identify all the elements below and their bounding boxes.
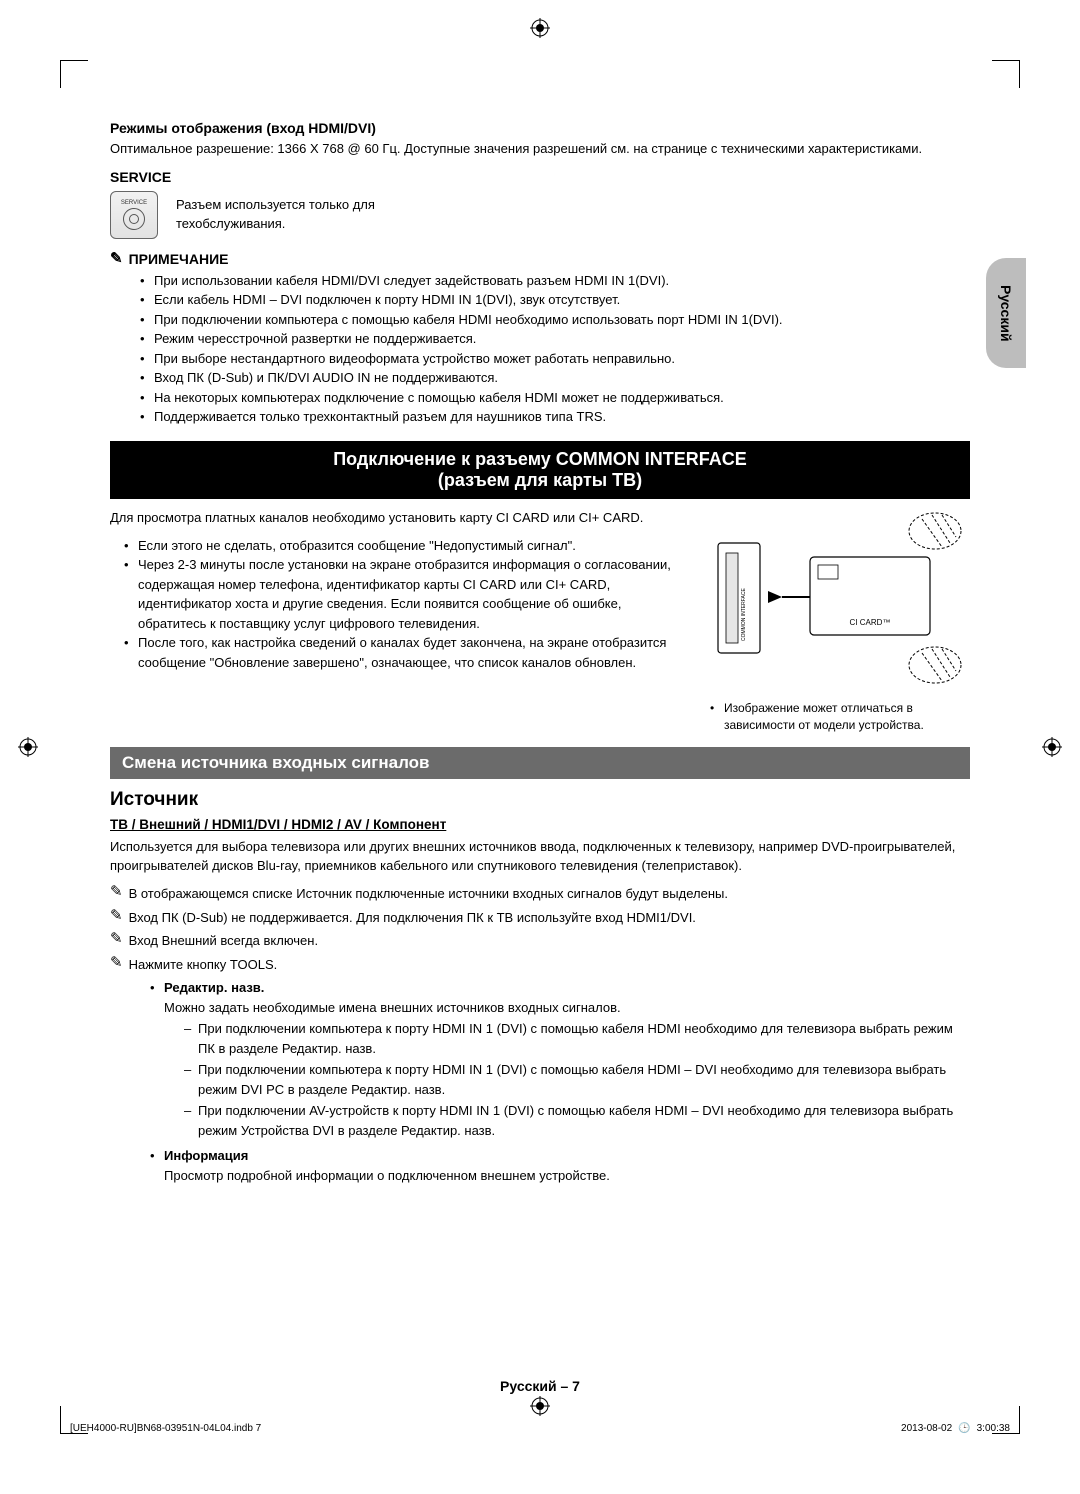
note-item: При использовании кабеля HDMI/DVI следуе…: [140, 271, 970, 291]
edit-name-dash: При подключении компьютера к порту HDMI …: [184, 1060, 970, 1099]
source-note-text: Вход ПК (D-Sub) не поддерживается. Для п…: [129, 908, 970, 928]
tools-item: Редактир. назв. Можно задать необходимые…: [150, 978, 970, 1140]
note-item: При подключении компьютера с помощью каб…: [140, 310, 970, 330]
edit-name-dash: При подключении компьютера к порту HDMI …: [184, 1019, 970, 1058]
ci-item: После того, как настройка сведений о кан…: [124, 633, 690, 672]
common-interface-bar: Подключение к разъему COMMON INTERFACE (…: [110, 441, 970, 499]
source-note-line: ✎ Вход ПК (D-Sub) не поддерживается. Для…: [110, 908, 970, 928]
ci-item: Если этого не сделать, отобразится сообщ…: [124, 536, 690, 556]
ci-slot-label: COMMON INTERFACE: [741, 587, 747, 640]
source-note-text: Вход Внешний всегда включен.: [129, 931, 970, 951]
source-description: Используется для выбора телевизора или д…: [110, 838, 970, 876]
ci-text-column: Для просмотра платных каналов необходимо…: [110, 509, 690, 734]
footer-page-number: Русский – 7: [500, 1378, 580, 1394]
source-note-line: ✎ Вход Внешний всегда включен.: [110, 931, 970, 951]
ci-caption: Изображение может отличаться в зависимос…: [710, 700, 970, 734]
pencil-icon: ✎: [110, 955, 123, 975]
ci-card-label: CI CARD™: [850, 618, 891, 627]
note-item: Если кабель HDMI – DVI подключен к порту…: [140, 290, 970, 310]
registration-mark-icon: [530, 1396, 550, 1416]
pencil-icon: ✎: [110, 931, 123, 951]
crop-mark: [992, 60, 1020, 88]
ci-item: Через 2-3 минуты после установки на экра…: [124, 555, 690, 633]
ci-block: Для просмотра платных каналов необходимо…: [110, 509, 970, 734]
source-note-line: ✎ В отображающемся списке Источник подкл…: [110, 884, 970, 904]
ci-list: Если этого не сделать, отобразится сообщ…: [110, 536, 690, 673]
pencil-icon: ✎: [110, 251, 123, 266]
pencil-icon: ✎: [110, 884, 123, 904]
note-item: При выборе нестандартного видеоформата у…: [140, 349, 970, 369]
source-heading: Источник: [110, 789, 970, 811]
ci-bar-line2: (разъем для карты ТВ): [120, 470, 960, 491]
registration-mark-icon: [1042, 737, 1062, 757]
footer-timestamp: 2013-08-02 🕒 3:00:38: [901, 1423, 1010, 1434]
registration-mark-icon: [18, 737, 38, 757]
language-tab: Русский: [986, 258, 1026, 368]
registration-mark-icon: [530, 18, 550, 38]
source-options: ТВ / Внешний / HDMI1/DVI / HDMI2 / AV / …: [110, 817, 970, 832]
hdmi-text: Оптимальное разрешение: 1366 X 768 @ 60 …: [110, 140, 970, 159]
info-desc: Просмотр подробной информации о подключе…: [164, 1166, 970, 1186]
crop-mark: [60, 60, 88, 88]
service-icon-label: SERVICE: [121, 200, 147, 206]
hdmi-heading: Режимы отображения (вход HDMI/DVI): [110, 120, 970, 136]
tools-list: Редактир. назв. Можно задать необходимые…: [110, 978, 970, 1185]
page-content: Режимы отображения (вход HDMI/DVI) Оптим…: [110, 110, 970, 1191]
tools-item: Информация Просмотр подробной информации…: [150, 1146, 970, 1185]
footer-date: 2013-08-02: [901, 1423, 952, 1434]
service-port-icon: SERVICE: [110, 191, 158, 239]
edit-name-dash: При подключении AV-устройств к порту HDM…: [184, 1101, 970, 1140]
service-text: Разъем используется только для техобслуж…: [176, 196, 436, 234]
ci-card-diagram-icon: COMMON INTERFACE CI CARD™: [710, 509, 970, 689]
clock-icon: 🕒: [958, 1423, 970, 1434]
source-change-bar: Смена источника входных сигналов: [110, 747, 970, 779]
note-item: На некоторых компьютерах подключение с п…: [140, 388, 970, 408]
note-heading: ✎ ПРИМЕЧАНИЕ: [110, 251, 970, 267]
language-tab-label: Русский: [998, 285, 1014, 342]
source-note-text: Нажмите кнопку TOOLS.: [129, 955, 970, 975]
pencil-icon: ✎: [110, 908, 123, 928]
source-note-line: ✎ Нажмите кнопку TOOLS.: [110, 955, 970, 975]
note-list: При использовании кабеля HDMI/DVI следуе…: [110, 271, 970, 427]
service-row: SERVICE Разъем используется только для т…: [110, 191, 970, 239]
source-change-bar-label: Смена источника входных сигналов: [122, 753, 430, 772]
info-title: Информация: [164, 1148, 248, 1163]
edit-name-title: Редактир. назв.: [164, 980, 264, 995]
footer-file-info: [UEH4000-RU]BN68-03951N-04L04.indb 7: [70, 1423, 261, 1434]
source-note-text: В отображающемся списке Источник подключ…: [129, 884, 970, 904]
edit-name-desc: Можно задать необходимые имена внешних и…: [164, 998, 970, 1018]
note-item: Вход ПК (D-Sub) и ПК/DVI AUDIO IN не под…: [140, 368, 970, 388]
ci-bar-line1: Подключение к разъему COMMON INTERFACE: [120, 449, 960, 470]
note-item: Поддерживается только трехконтактный раз…: [140, 407, 970, 427]
footer-time: 3:00:38: [977, 1423, 1010, 1434]
ci-diagram-column: COMMON INTERFACE CI CARD™: [710, 509, 970, 734]
note-heading-label: ПРИМЕЧАНИЕ: [129, 251, 229, 267]
ci-intro: Для просмотра платных каналов необходимо…: [110, 509, 690, 528]
note-item: Режим чересстрочной развертки не поддерж…: [140, 329, 970, 349]
service-heading: SERVICE: [110, 169, 970, 185]
